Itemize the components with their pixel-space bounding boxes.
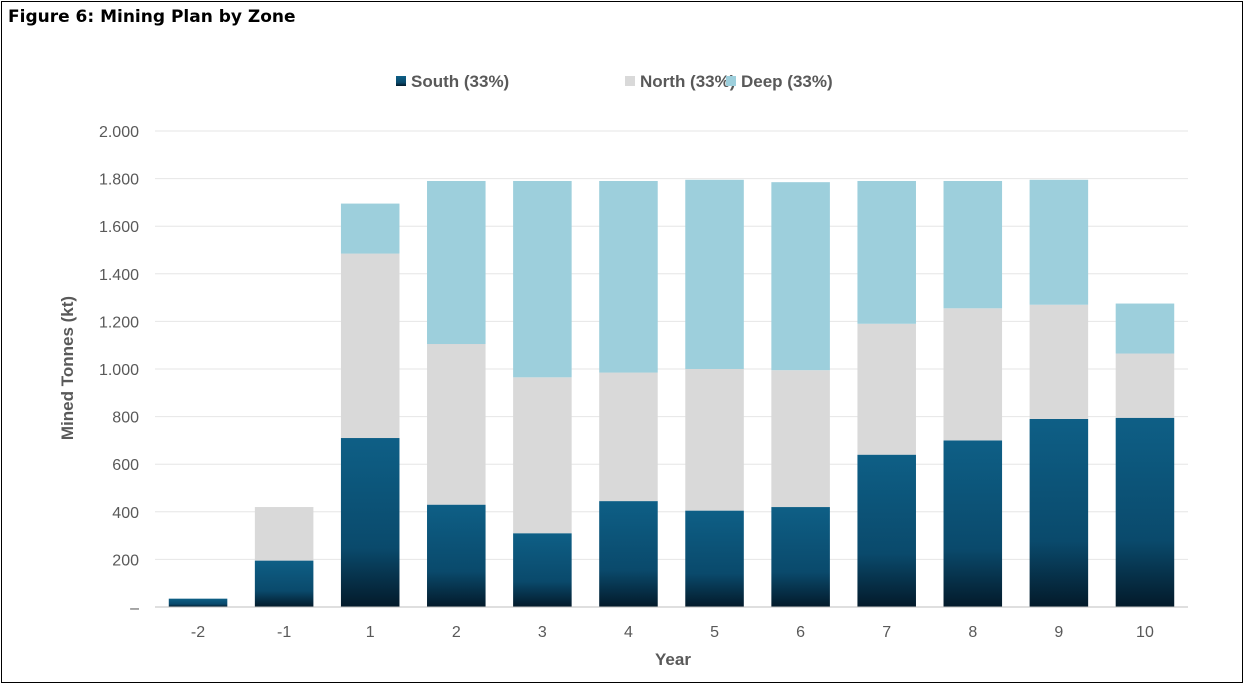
y-tick-label: 400 bbox=[112, 505, 139, 522]
bar-segment bbox=[685, 510, 744, 607]
legend-swatch bbox=[396, 76, 406, 86]
x-tick-label: 5 bbox=[710, 624, 719, 641]
bar-segment bbox=[599, 501, 658, 607]
bar-segment bbox=[771, 507, 830, 607]
y-tick-label: 1.200 bbox=[99, 314, 139, 331]
bar-segment bbox=[599, 372, 658, 502]
bar-segment bbox=[1115, 353, 1175, 418]
y-tick-label: 800 bbox=[112, 410, 139, 427]
x-tick-label: 7 bbox=[882, 624, 891, 641]
x-tick-label: 2 bbox=[452, 624, 461, 641]
x-tick-label: -1 bbox=[277, 624, 291, 641]
bar-segment bbox=[1029, 418, 1089, 607]
x-tick-label: 8 bbox=[968, 624, 977, 641]
figure-title: Figure 6: Mining Plan by Zone bbox=[8, 7, 296, 27]
bar-segment bbox=[857, 323, 916, 455]
bar-segment bbox=[168, 598, 228, 607]
legend: South (33%) North (33%) Deep (33%) bbox=[396, 72, 833, 91]
y-axis-title: Mined Tonnes (kt) bbox=[58, 296, 77, 440]
x-tick-label: -2 bbox=[191, 624, 205, 641]
x-tick-label: 10 bbox=[1136, 624, 1154, 641]
y-tick-label: 1.600 bbox=[99, 219, 139, 236]
bar-segment bbox=[943, 180, 1003, 309]
bar-segment bbox=[857, 454, 916, 607]
bar-segment bbox=[943, 440, 1003, 607]
bar-segment bbox=[427, 504, 486, 607]
y-tick-label: 1.400 bbox=[99, 267, 139, 284]
bar-segment bbox=[427, 180, 486, 345]
y-tick-label: – bbox=[130, 600, 139, 617]
bar-segment bbox=[771, 182, 830, 371]
x-tick-label: 9 bbox=[1054, 624, 1063, 641]
bar-segment bbox=[1029, 179, 1089, 305]
legend-label: North (33%) bbox=[640, 72, 735, 91]
bar-segment bbox=[1029, 304, 1089, 419]
bar-segment bbox=[513, 533, 572, 607]
bar-segment bbox=[771, 370, 830, 508]
bar-segment bbox=[427, 344, 486, 505]
bar-segment bbox=[1115, 417, 1175, 607]
y-tick-label: 1.000 bbox=[99, 362, 139, 379]
bar-segment bbox=[599, 180, 658, 373]
bar-segment bbox=[513, 180, 572, 378]
legend-swatch bbox=[726, 76, 736, 86]
x-tick-label: 1 bbox=[366, 624, 375, 641]
y-tick-label: 1.800 bbox=[99, 172, 139, 189]
bar-segment bbox=[857, 180, 916, 324]
bar-segment bbox=[340, 438, 400, 607]
y-tick-label: 200 bbox=[112, 552, 139, 569]
bars bbox=[168, 179, 1175, 607]
bar-segment bbox=[340, 203, 400, 254]
bar-segment bbox=[685, 369, 744, 511]
x-tick-label: 4 bbox=[624, 624, 633, 641]
bar-segment bbox=[943, 308, 1003, 441]
bar-segment bbox=[340, 253, 400, 439]
x-tick-label: 3 bbox=[538, 624, 547, 641]
bar-segment bbox=[1115, 303, 1175, 354]
axes: – 200 400 600 800 1.000 1.200 1.400 1.600 1.800 2.… bbox=[99, 124, 1188, 641]
legend-label: Deep (33%) bbox=[741, 72, 833, 91]
legend-swatch bbox=[625, 76, 635, 86]
bar-segment bbox=[685, 179, 744, 369]
bar-segment bbox=[513, 377, 572, 534]
y-tick-label: 2.000 bbox=[99, 124, 139, 141]
legend-label: South (33%) bbox=[411, 72, 509, 91]
y-tick-label: 600 bbox=[112, 457, 139, 474]
x-tick-label: 6 bbox=[796, 624, 805, 641]
bar-segment bbox=[254, 507, 314, 561]
x-axis-title: Year bbox=[655, 650, 691, 669]
bar-segment bbox=[254, 560, 314, 607]
gridlines bbox=[155, 130, 1188, 560]
